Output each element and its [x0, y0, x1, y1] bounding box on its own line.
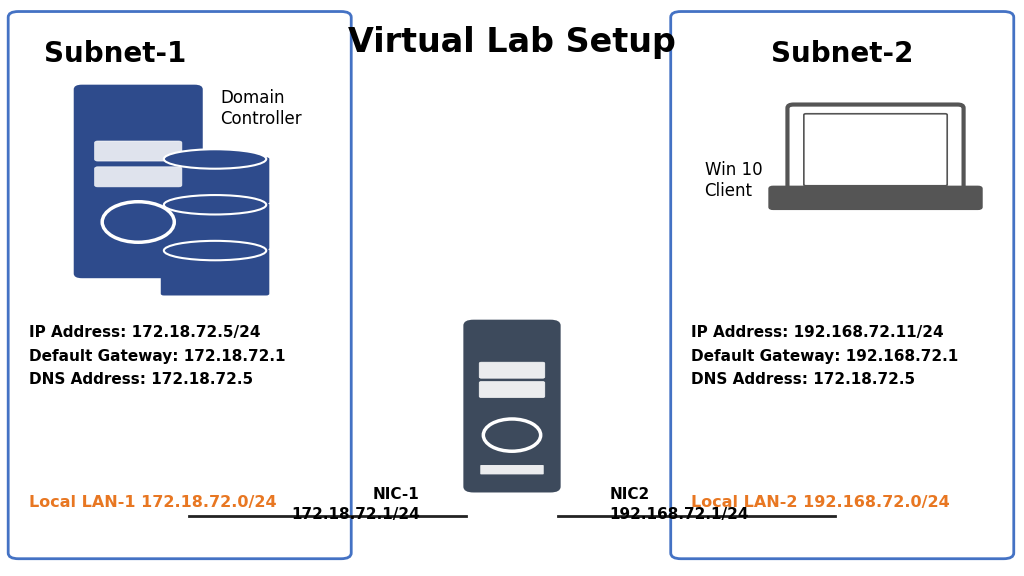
Text: Win 10
Client: Win 10 Client	[705, 161, 762, 200]
FancyBboxPatch shape	[479, 362, 545, 378]
FancyBboxPatch shape	[479, 381, 545, 397]
FancyBboxPatch shape	[161, 157, 269, 204]
Text: IP Address: 192.168.72.11/24
Default Gateway: 192.168.72.1
DNS Address: 172.18.7: IP Address: 192.168.72.11/24 Default Gat…	[691, 325, 958, 387]
Text: Subnet-2: Subnet-2	[771, 40, 913, 69]
Text: Domain
Controller: Domain Controller	[220, 89, 302, 128]
Ellipse shape	[164, 195, 266, 214]
Text: IP Address: 172.18.72.5/24
Default Gateway: 172.18.72.1
DNS Address: 172.18.72.5: IP Address: 172.18.72.5/24 Default Gatew…	[29, 325, 285, 387]
FancyBboxPatch shape	[480, 465, 544, 475]
FancyBboxPatch shape	[787, 105, 964, 195]
Text: Virtual Lab Setup: Virtual Lab Setup	[348, 26, 676, 59]
FancyBboxPatch shape	[161, 203, 269, 250]
FancyBboxPatch shape	[161, 249, 269, 295]
Ellipse shape	[164, 149, 266, 169]
Text: Local LAN-1 172.18.72.0/24: Local LAN-1 172.18.72.0/24	[29, 495, 276, 510]
Text: NIC2
192.168.72.1/24: NIC2 192.168.72.1/24	[609, 487, 749, 521]
FancyBboxPatch shape	[94, 167, 182, 187]
Text: NIC-1
172.18.72.1/24: NIC-1 172.18.72.1/24	[291, 487, 420, 521]
FancyBboxPatch shape	[769, 187, 982, 210]
FancyBboxPatch shape	[74, 85, 203, 278]
FancyBboxPatch shape	[94, 141, 182, 161]
Text: Local LAN-2 192.168.72.0/24: Local LAN-2 192.168.72.0/24	[691, 495, 950, 510]
Text: Subnet-1: Subnet-1	[44, 40, 186, 69]
FancyBboxPatch shape	[463, 320, 561, 492]
FancyBboxPatch shape	[804, 114, 947, 185]
Ellipse shape	[164, 241, 266, 260]
